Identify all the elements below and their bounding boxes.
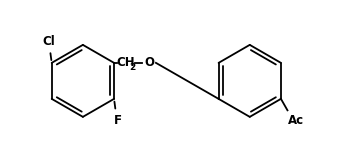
Text: CH: CH xyxy=(117,56,135,69)
Text: F: F xyxy=(114,114,122,127)
Text: Ac: Ac xyxy=(288,114,304,127)
Text: 2: 2 xyxy=(129,63,135,72)
Text: Cl: Cl xyxy=(42,35,55,48)
Text: O: O xyxy=(144,56,154,69)
